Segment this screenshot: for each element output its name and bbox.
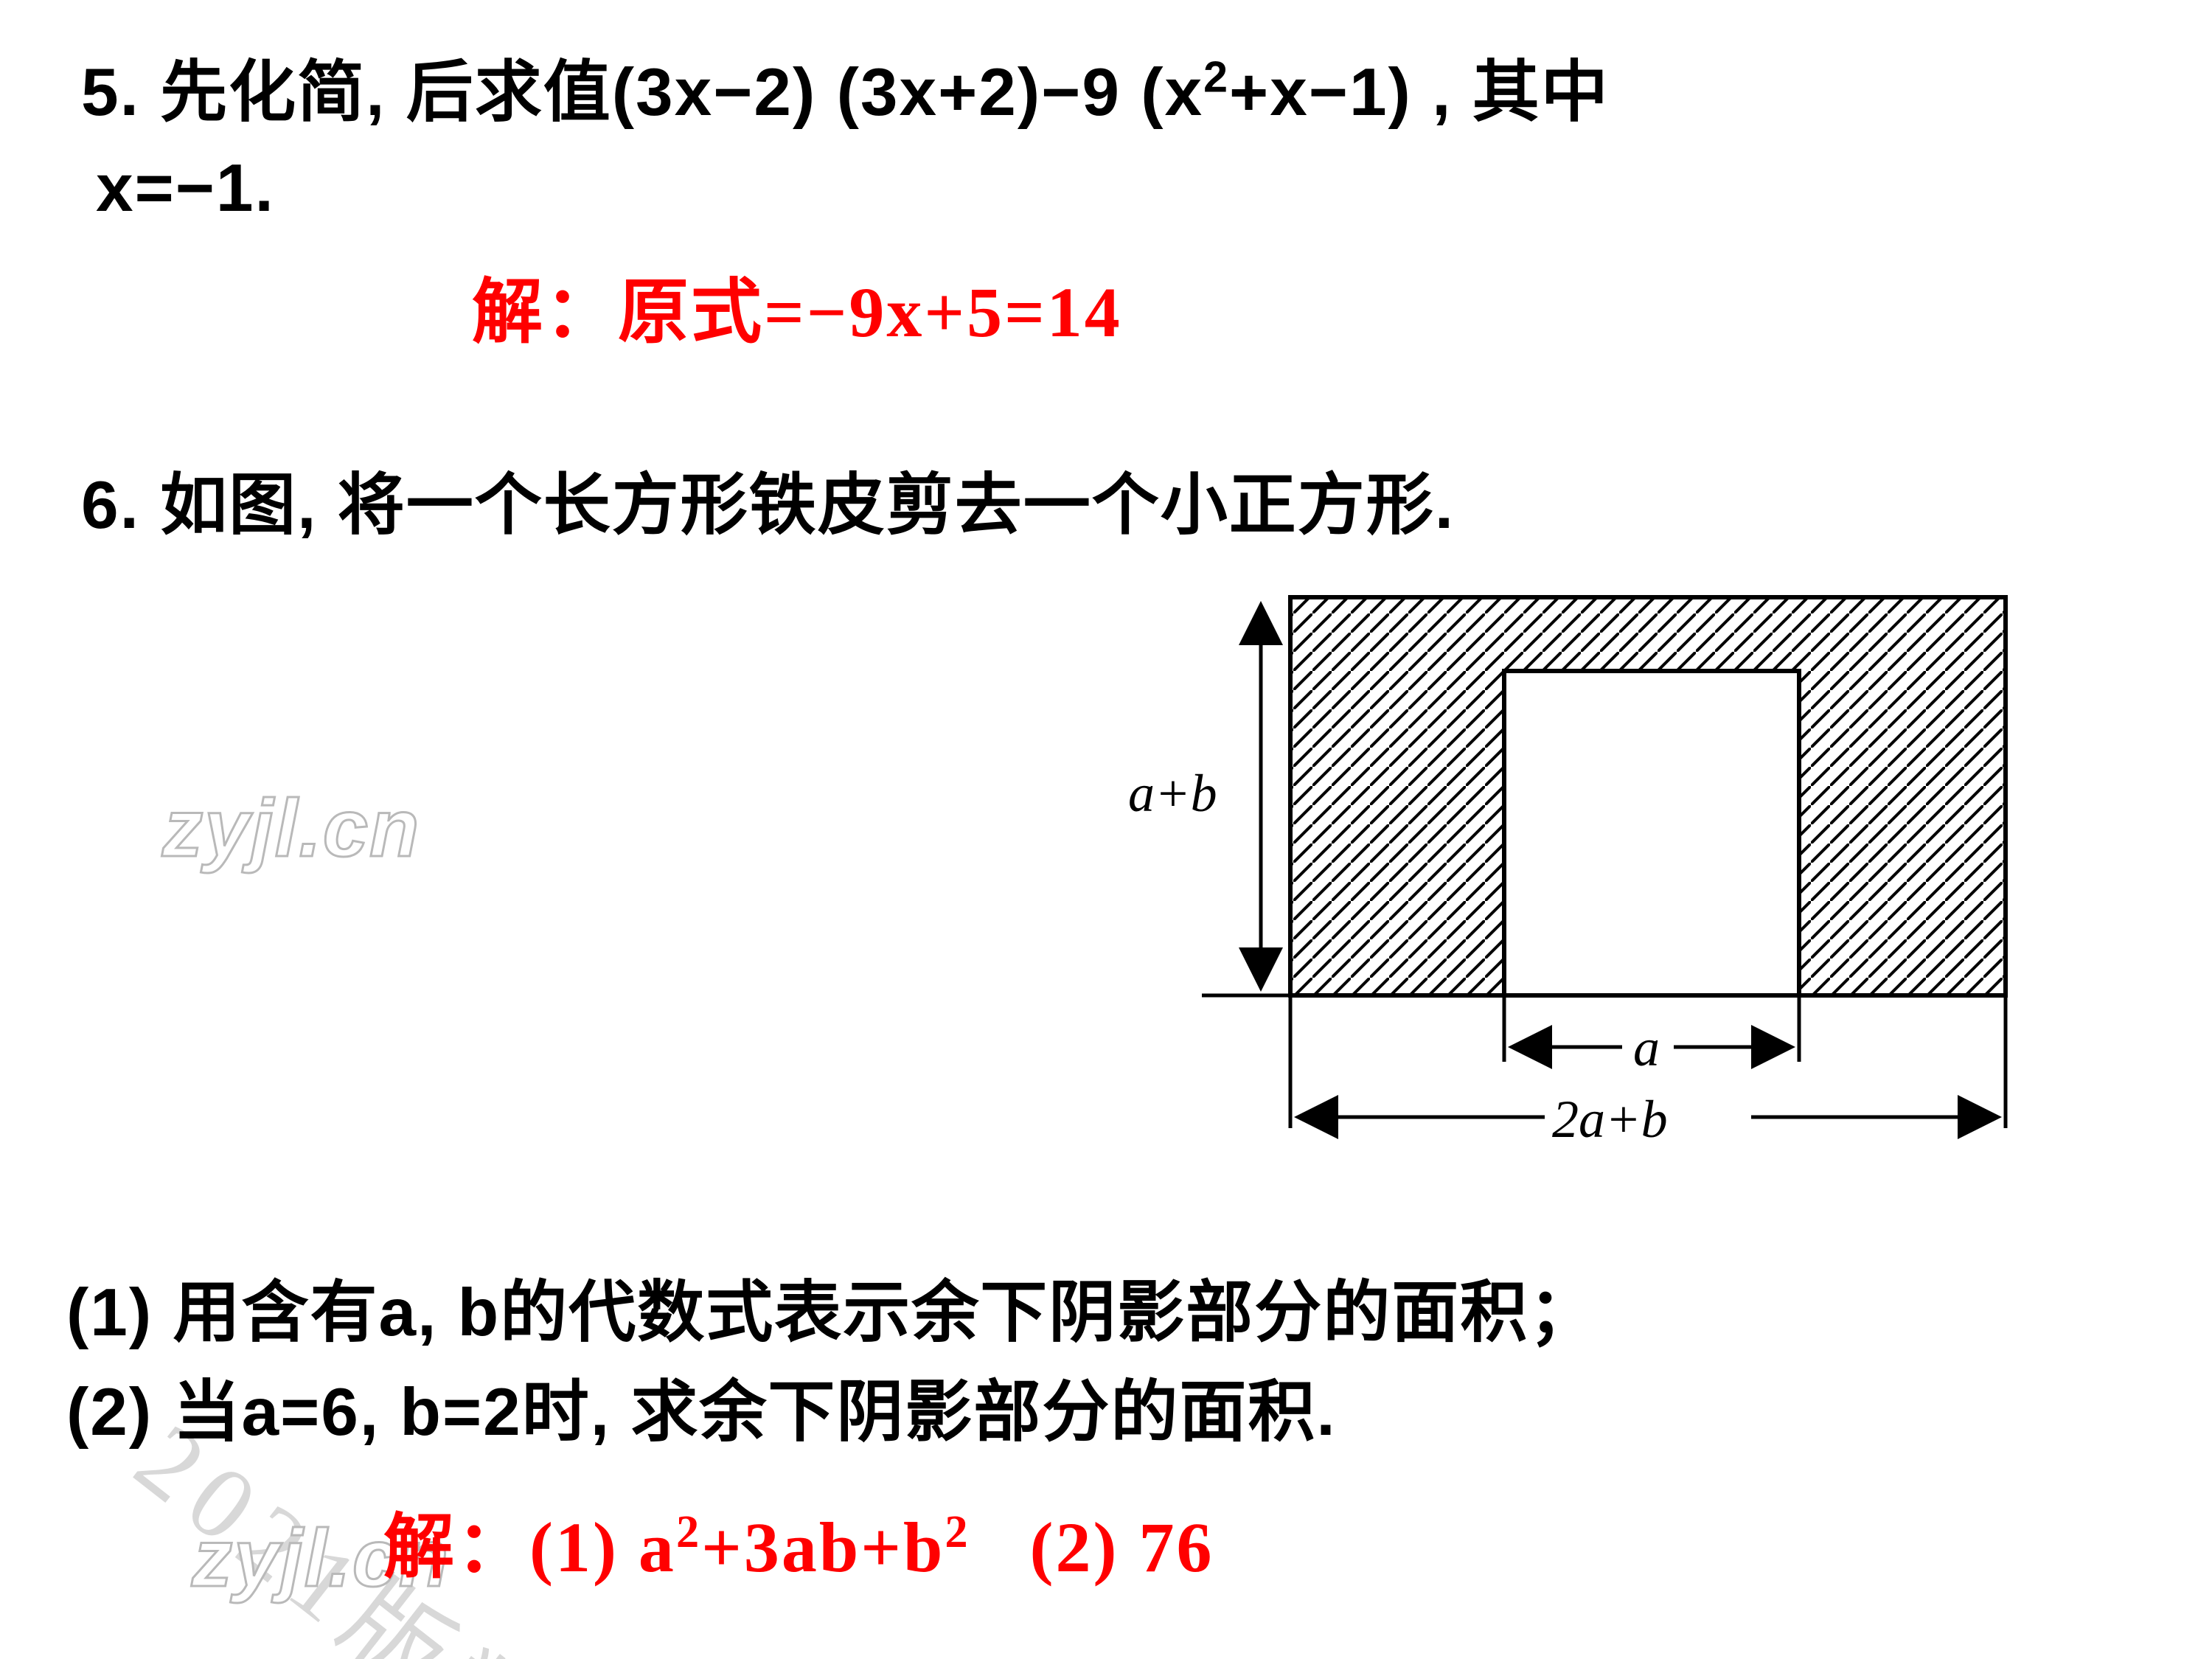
problem6-diagram: a+b a a 2a+b (1121, 575, 2035, 1187)
problem6-answer: 解：(1) a2+3ab+b2 (2) 76 (383, 1489, 1214, 1592)
problem5-line1: 5. 先化简, 后求值(3x−2) (3x+2)−9 (x2+x−1) , 其中 (81, 48, 1610, 139)
problem5-line1-text: 5. 先化简, 后求值(3x−2) (3x+2)−9 (x2+x−1) , 其中 (81, 55, 1610, 130)
problem6-q2: (2) 当a=6, b=2时, 求余下阴影部分的面积. (66, 1368, 1337, 1458)
watermark-logo-1: zyjl.cn (162, 782, 420, 875)
problem6-answer-text: 解：(1) a2+3ab+b2 (2) 76 (383, 1508, 1214, 1587)
problem5-line2: x=−1. (96, 144, 275, 234)
problem6-q1: (1) 用含有a, b的代数式表示余下阴影部分的面积； (66, 1268, 1597, 1359)
svg-text:a: a (1633, 1018, 1660, 1077)
problem6-line1: 6. 如图, 将一个长方形铁皮剪去一个小正方形. (81, 461, 1455, 552)
svg-text:2a+b: 2a+b (1552, 1090, 1668, 1149)
svg-text:a+b: a+b (1128, 764, 1217, 823)
problem5-answer: 解：原式=−9x+5=14 (472, 254, 1122, 357)
